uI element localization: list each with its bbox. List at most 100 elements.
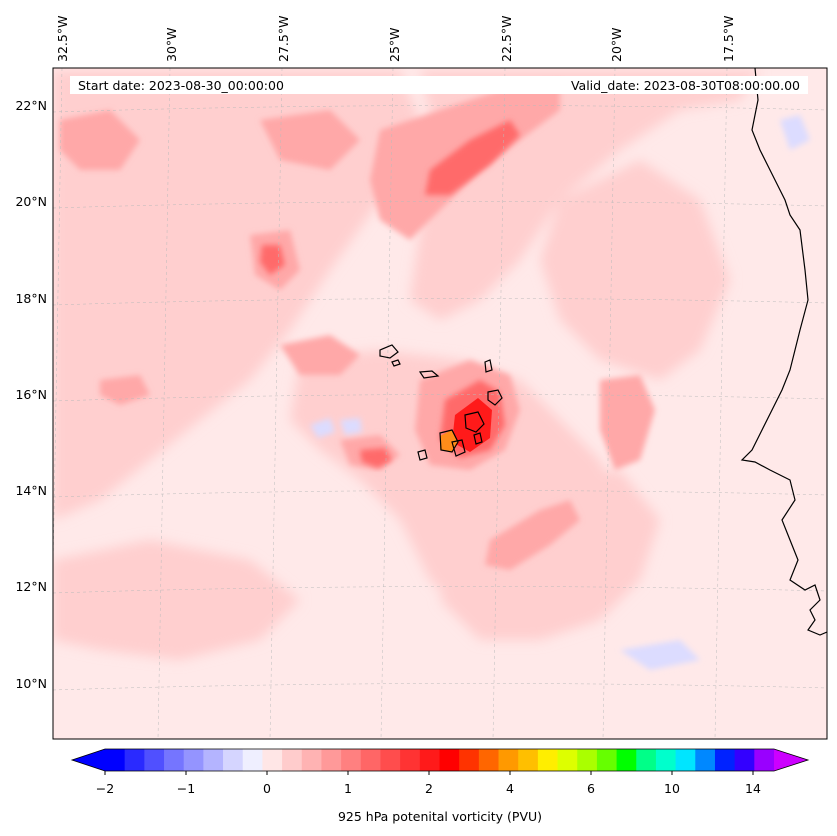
cape-verde-santiago bbox=[464, 411, 485, 433]
cape-verde-fogo bbox=[439, 429, 459, 453]
colorbar-segment bbox=[419, 749, 440, 771]
lon-label: 22.5°W bbox=[499, 16, 514, 62]
lon-label: 27.5°W bbox=[276, 16, 291, 62]
parallel-line bbox=[53, 586, 827, 594]
lon-label: 30°W bbox=[164, 27, 179, 62]
graticule-lines bbox=[53, 68, 827, 739]
cape-verde-sao-vicente bbox=[391, 359, 401, 367]
colorbar-segment bbox=[655, 749, 677, 771]
map-panel bbox=[53, 68, 827, 739]
cape-verde-boa-vista bbox=[487, 389, 503, 406]
meridian-line bbox=[380, 68, 394, 739]
meridian-line bbox=[157, 68, 171, 739]
colorbar-ticks bbox=[104, 771, 754, 775]
colorbar-segment bbox=[321, 749, 342, 771]
colorbar-segments bbox=[105, 749, 775, 771]
latitude-labels: 22°N 20°N 18°N 16°N 14°N 12°N 10°N bbox=[15, 98, 47, 691]
lat-label: 16°N bbox=[15, 387, 47, 402]
colorbar-segment bbox=[695, 749, 716, 771]
colorbar-tick-label: 4 bbox=[506, 781, 514, 796]
colorbar-segment bbox=[203, 749, 224, 771]
valid-date-text: Valid_date: 2023-08-30T08:00:00.00 bbox=[571, 78, 800, 93]
colorbar-tick-label: 1 bbox=[344, 781, 352, 796]
colorbar-segment bbox=[360, 749, 381, 771]
colorbar-segment bbox=[734, 749, 755, 771]
cape-verde-extra bbox=[451, 439, 466, 457]
colorbar-tick-label: −2 bbox=[96, 781, 114, 796]
colorbar-segment bbox=[518, 749, 539, 771]
colorbar-tick-label: 10 bbox=[664, 781, 680, 796]
colorbar-segment bbox=[242, 749, 263, 771]
colorbar-tick-label: 6 bbox=[587, 781, 595, 796]
parallel-line bbox=[53, 201, 827, 209]
colorbar-tick-label: 14 bbox=[745, 781, 761, 796]
colorbar-segment bbox=[380, 749, 401, 771]
parallel-line bbox=[53, 105, 827, 113]
parallel-line bbox=[53, 394, 827, 402]
meridian-line bbox=[492, 68, 506, 739]
colorbar-tick-label: 0 bbox=[263, 781, 271, 796]
cape-verde-sal bbox=[484, 359, 493, 373]
lat-label: 14°N bbox=[15, 483, 47, 498]
pv-contour-field bbox=[53, 70, 810, 670]
colorbar-segment bbox=[675, 749, 696, 771]
colorbar-segment bbox=[478, 749, 499, 771]
date-header-background bbox=[70, 76, 808, 94]
meridian-line bbox=[714, 68, 728, 739]
meridian-line bbox=[602, 68, 616, 739]
lat-label: 10°N bbox=[15, 676, 47, 691]
colorbar-tick-labels: −2 −1 0 1 2 4 6 10 14 bbox=[96, 781, 761, 796]
colorbar-segment bbox=[262, 749, 283, 771]
lat-label: 20°N bbox=[15, 194, 47, 209]
lat-label: 12°N bbox=[15, 579, 47, 594]
parallel-line bbox=[53, 298, 827, 306]
colorbar-segment bbox=[183, 749, 204, 771]
cape-verde-maio bbox=[473, 432, 483, 445]
pv-max-core bbox=[452, 398, 492, 452]
lat-label: 22°N bbox=[15, 98, 47, 113]
africa-coastline bbox=[740, 68, 827, 636]
parallel-line bbox=[53, 490, 827, 498]
lon-label: 20°W bbox=[609, 27, 624, 62]
colorbar-segment bbox=[577, 749, 598, 771]
pv-negative-patches bbox=[310, 115, 810, 670]
cape-verde-brava bbox=[417, 449, 428, 461]
lon-label: 17.5°W bbox=[721, 16, 736, 62]
colorbar-segment bbox=[124, 749, 145, 771]
colorbar-title: 925 hPa potenital vorticity (PVU) bbox=[338, 809, 542, 824]
longitude-labels: 32.5°W 30°W 27.5°W 25°W 22.5°W 20°W 17.5… bbox=[55, 16, 736, 62]
lat-label: 18°N bbox=[15, 291, 47, 306]
parallel-line bbox=[53, 683, 827, 691]
colorbar-segment bbox=[459, 749, 480, 771]
colorbar-over-arrow bbox=[774, 749, 808, 771]
colorbar-segment bbox=[400, 749, 421, 771]
colorbar-tick-label: −1 bbox=[177, 781, 195, 796]
colorbar-segment bbox=[223, 749, 244, 771]
map-frame bbox=[52, 67, 828, 740]
colorbar-segment bbox=[164, 749, 185, 771]
colorbar-segment bbox=[616, 749, 637, 771]
colorbar-segment bbox=[144, 749, 165, 771]
coastline bbox=[379, 68, 827, 636]
colorbar-segment bbox=[301, 749, 322, 771]
cape-verde-sao-nicolau bbox=[418, 370, 440, 379]
colorbar-segment bbox=[282, 749, 303, 771]
meridian-line bbox=[269, 68, 283, 739]
colorbar-segment bbox=[105, 749, 126, 771]
lon-label: 25°W bbox=[387, 27, 402, 62]
colorbar-segment bbox=[341, 749, 362, 771]
colorbar-segment bbox=[754, 749, 775, 771]
colorbar: −2 −1 0 1 2 4 6 10 14 925 hPa potenital … bbox=[70, 748, 810, 824]
colorbar-segment bbox=[636, 749, 657, 771]
colorbar-under-arrow bbox=[72, 749, 105, 771]
colorbar-segment bbox=[557, 749, 578, 771]
lon-label: 32.5°W bbox=[55, 16, 70, 62]
colorbar-segment bbox=[498, 749, 519, 771]
colorbar-segment bbox=[537, 749, 558, 771]
colorbar-segment bbox=[714, 749, 736, 771]
cape-verde-santo-antao bbox=[379, 344, 399, 359]
start-date-text: Start date: 2023-08-30_00:00:00 bbox=[78, 78, 284, 93]
colorbar-tick-label: 2 bbox=[425, 781, 433, 796]
date-header: Start date: 2023-08-30_00:00:00 Valid_da… bbox=[70, 76, 808, 94]
